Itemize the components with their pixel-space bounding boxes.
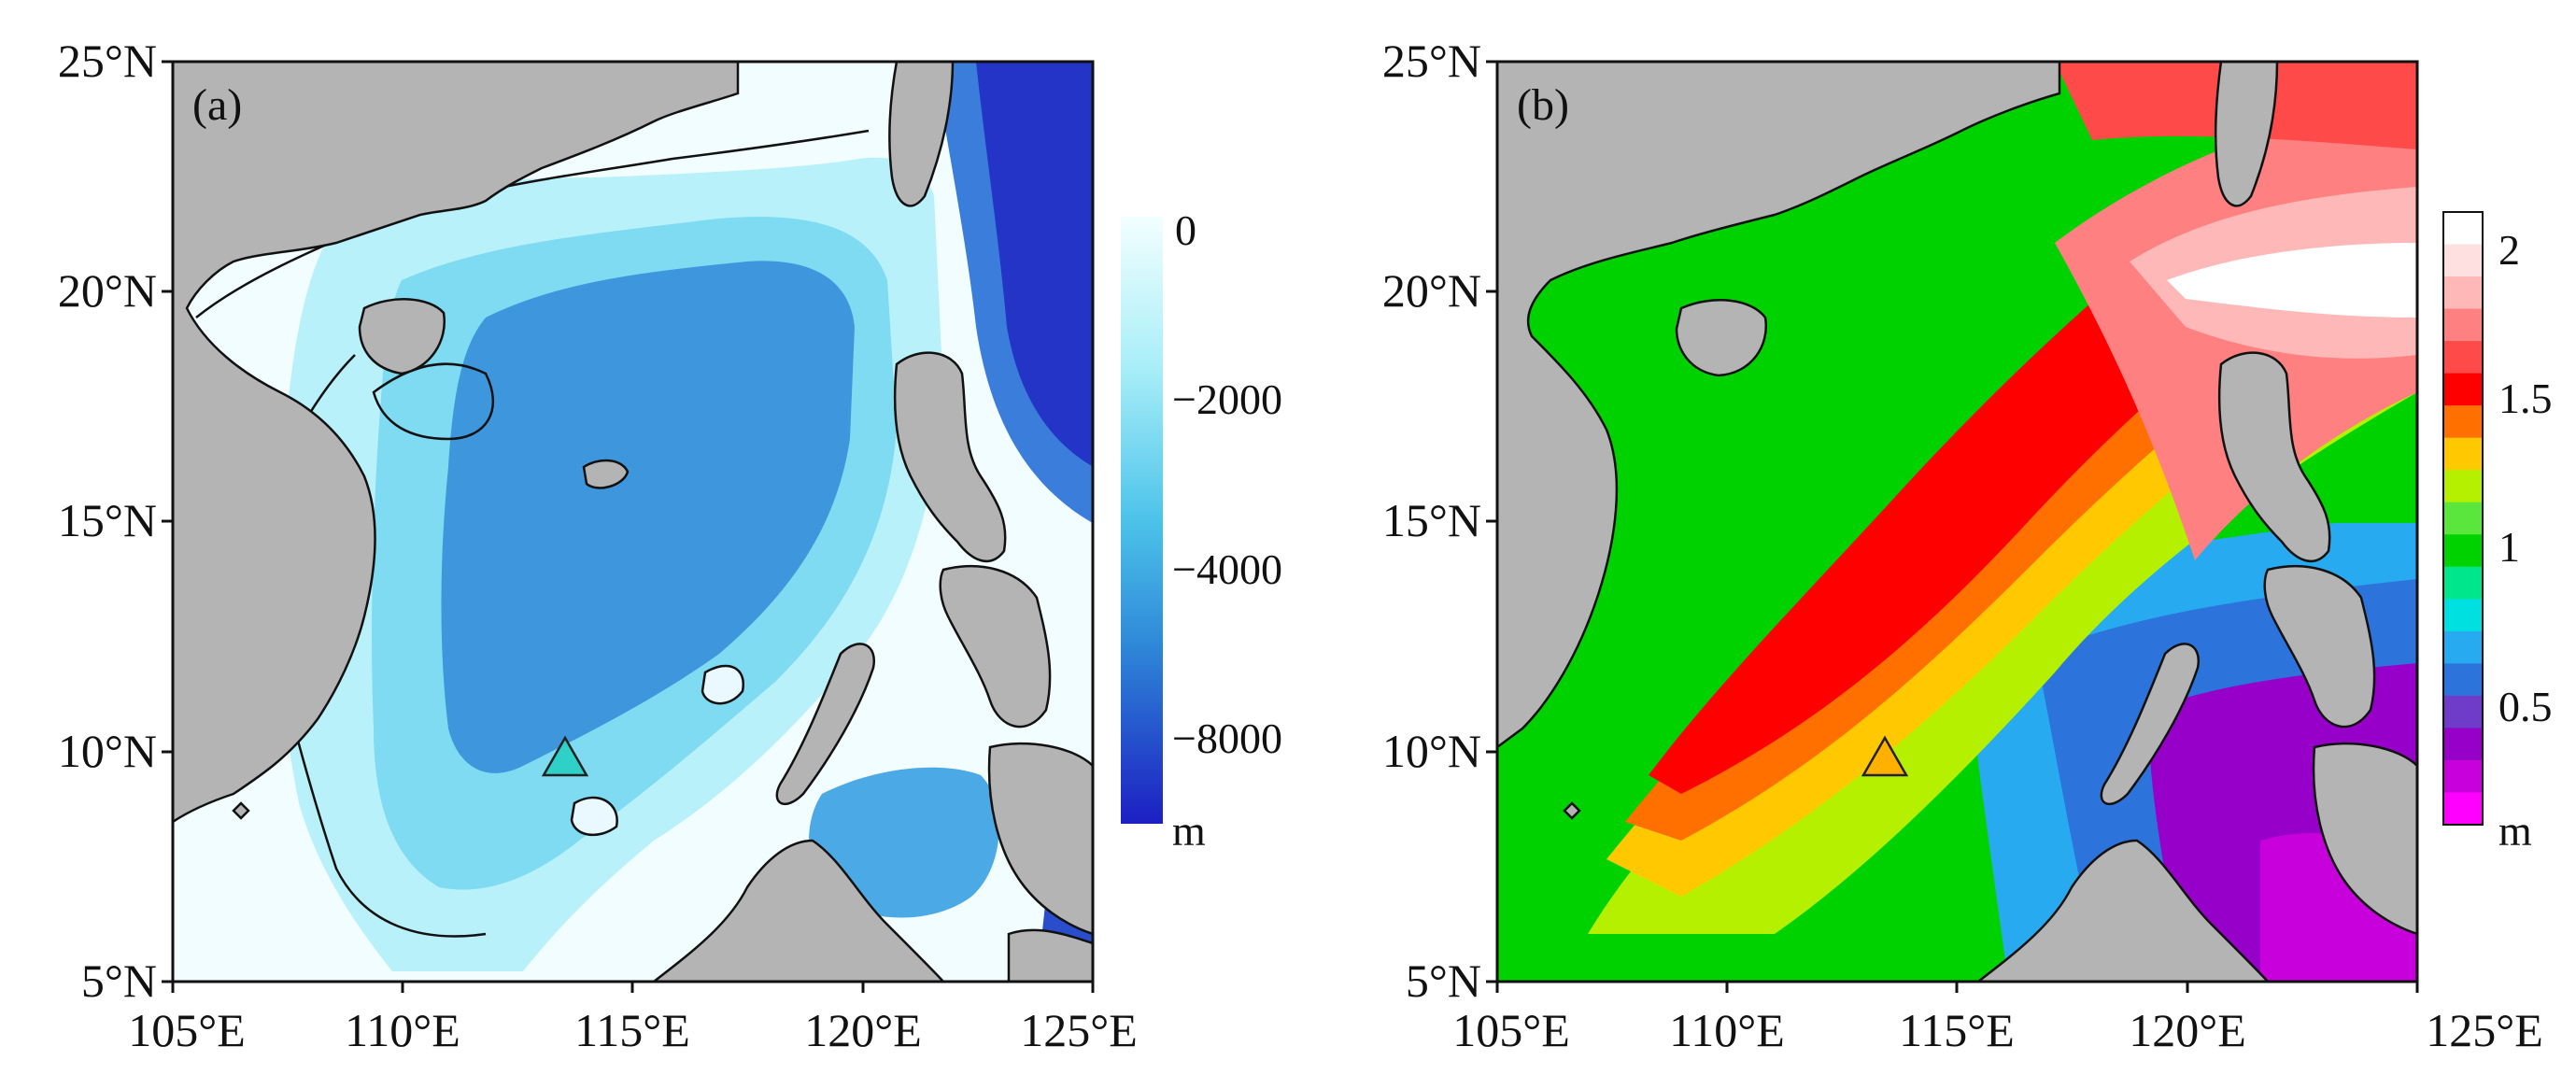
station-marker — [541, 735, 589, 777]
y-tick-label: 20°N — [58, 264, 157, 317]
colorbar-b-swatch — [2443, 759, 2483, 793]
colorbar-b-swatch — [2443, 566, 2483, 600]
colorbar-b-swatch — [2443, 212, 2483, 246]
colorbar-b-label: 0.5 — [2498, 683, 2553, 730]
colorbar-a: 0 −2000 −4000 −8000 m — [1121, 206, 1282, 855]
panel-b-y-labels: 25°N 20°N 15°N 10°N 5°N — [1382, 35, 1481, 1007]
taiwan-island — [2214, 62, 2279, 207]
taiwan-island — [888, 62, 955, 207]
visayas-islands — [2263, 565, 2376, 728]
colorbar-b-unit: m — [2498, 807, 2532, 855]
y-tick-label: 15°N — [58, 494, 157, 546]
colorbar-b-swatch — [2443, 534, 2483, 568]
wave-height-map — [1497, 62, 2417, 982]
pacific-slope — [934, 62, 1093, 523]
bathymetry-map — [173, 62, 1093, 982]
palawan-island — [775, 643, 876, 805]
contour-1000m — [372, 362, 495, 441]
reef-patch-2 — [570, 796, 618, 837]
y-tick-label: 10°N — [1382, 725, 1481, 777]
x-tick-label: 110°E — [1669, 1004, 1785, 1056]
palawan-island — [2100, 643, 2201, 805]
hainan-island — [1675, 299, 1767, 377]
luzon-island — [893, 351, 1007, 562]
colorbar-b-swatch — [2443, 663, 2483, 697]
colorbar-b-swatch — [2443, 244, 2483, 277]
y-tick-label: 5°N — [81, 955, 157, 1007]
celebes-land — [1007, 928, 1093, 982]
x-tick-label: 120°E — [804, 1004, 922, 1056]
pacific-deep — [971, 62, 1093, 467]
panel-b: (b) 25°N 20°N 15°N 10°N 5°N 105°E 110°E … — [1382, 35, 2553, 1056]
x-tick-label: 120°E — [2129, 1004, 2246, 1056]
colorbar-b-swatch — [2443, 695, 2483, 728]
colorbar-a-ramp — [1121, 217, 1163, 824]
reef-island — [582, 459, 630, 489]
colorbar-a-label: −8000 — [1172, 714, 1282, 762]
peak-white — [2167, 243, 2417, 318]
colorbar-b-swatch — [2443, 728, 2483, 761]
colorbar-b-swatch — [2443, 341, 2483, 375]
x-tick-label: 110°E — [345, 1004, 460, 1056]
panel-b-tag: (b) — [1517, 80, 1569, 130]
y-tick-label: 5°N — [1406, 955, 1481, 1007]
colorbar-b-swatch — [2443, 470, 2483, 503]
panel-b-x-labels: 105°E 110°E 115°E 120°E 125°E — [1452, 1004, 2543, 1056]
y-tick-label: 15°N — [1382, 494, 1481, 546]
panel-a-ticks — [162, 60, 1095, 993]
colorbar-a-label: −2000 — [1172, 375, 1282, 423]
hainan-island — [358, 298, 446, 375]
colorbar-b: 2 1.5 1 0.5 m — [2442, 211, 2553, 855]
y-tick-label: 25°N — [1382, 35, 1481, 87]
reef-patch — [701, 664, 745, 705]
y-tick-label: 25°N — [58, 35, 157, 87]
colorbar-b-swatch — [2443, 405, 2483, 439]
panel-a-y-labels: 25°N 20°N 15°N 10°N 5°N — [58, 35, 157, 1007]
x-tick-label: 115°E — [1899, 1004, 2015, 1056]
colorbar-b-frame — [2442, 211, 2484, 826]
x-tick-label: 105°E — [1452, 1004, 1570, 1056]
colorbar-b-label: 1 — [2498, 523, 2520, 571]
mindanao-island — [2312, 742, 2417, 936]
colorbar-a-unit: m — [1172, 807, 1206, 855]
x-tick-label: 115°E — [574, 1004, 690, 1056]
colorbar-b-swatch — [2443, 276, 2483, 310]
colorbar-b-swatch — [2443, 599, 2483, 632]
colorbar-b-swatch — [2443, 308, 2483, 342]
luzon-island — [2217, 351, 2331, 562]
colorbar-b-label: 2 — [2498, 226, 2520, 274]
land — [173, 62, 740, 824]
panel-a-x-labels: 105°E 110°E 115°E 120°E 125°E — [128, 1004, 1138, 1056]
colorbar-b-ramp — [2443, 212, 2483, 826]
colorbar-b-swatch — [2443, 630, 2483, 664]
visayas-islands — [939, 565, 1052, 728]
mindanao-island — [987, 742, 1093, 936]
colorbar-b-swatch — [2443, 502, 2483, 535]
x-tick-label: 125°E — [1020, 1004, 1138, 1056]
x-tick-label: 105°E — [128, 1004, 246, 1056]
vietnam-islet — [1563, 801, 1581, 820]
colorbar-b-swatch — [2443, 792, 2483, 826]
colorbar-b-label: 1.5 — [2498, 375, 2553, 422]
colorbar-a-label: 0 — [1175, 206, 1196, 254]
colorbar-b-swatch — [2443, 437, 2483, 471]
panel-a: (a) 25°N 20°N 15°N 10°N 5°N 105°E 110°E … — [58, 35, 1282, 1056]
panel-b-ticks — [1486, 60, 2419, 993]
station-marker — [1861, 735, 1909, 777]
y-tick-label: 20°N — [1382, 264, 1481, 317]
borneo-island — [1975, 839, 2270, 982]
vietnam-islet — [232, 801, 250, 820]
deep-basin — [441, 261, 855, 773]
y-tick-label: 10°N — [58, 725, 157, 777]
sulu-basin — [809, 767, 999, 918]
panel-a-tag: (a) — [192, 80, 242, 130]
land — [1497, 62, 2061, 749]
colorbar-a-label: −4000 — [1172, 545, 1282, 593]
x-tick-label: 125°E — [2426, 1004, 2543, 1056]
borneo-island — [651, 839, 945, 982]
colorbar-b-swatch — [2443, 373, 2483, 406]
